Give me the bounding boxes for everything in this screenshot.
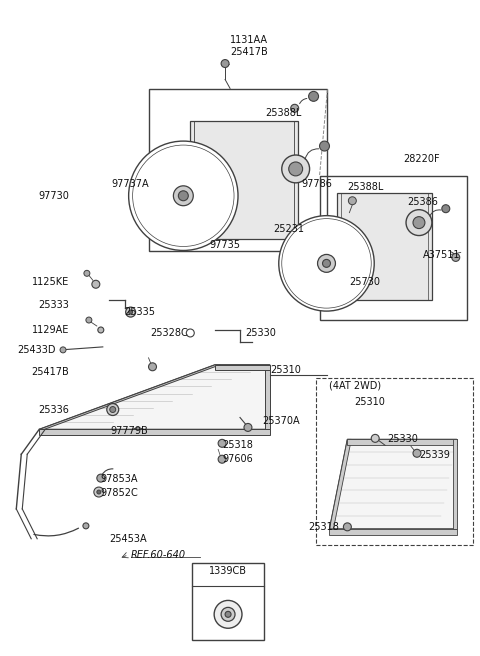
Polygon shape <box>329 440 351 529</box>
Bar <box>320 176 467 320</box>
Circle shape <box>148 363 156 371</box>
Text: 97853A: 97853A <box>101 474 138 484</box>
Circle shape <box>83 523 89 529</box>
Text: 25388L: 25388L <box>265 108 301 118</box>
Circle shape <box>309 91 319 101</box>
Circle shape <box>218 440 226 447</box>
Polygon shape <box>39 365 220 430</box>
Circle shape <box>86 317 92 323</box>
Text: 25330: 25330 <box>387 434 418 444</box>
Circle shape <box>60 347 66 353</box>
Text: REF.60-640: REF.60-640 <box>131 550 186 560</box>
Text: (4AT 2WD): (4AT 2WD) <box>329 380 382 391</box>
Bar <box>337 193 432 300</box>
Text: 97606: 97606 <box>222 454 253 464</box>
Circle shape <box>320 141 329 151</box>
Text: 97737A: 97737A <box>111 179 148 189</box>
Circle shape <box>126 307 136 317</box>
Text: 25231: 25231 <box>274 224 305 234</box>
Text: 1339CB: 1339CB <box>209 565 247 575</box>
Text: 97730: 97730 <box>38 191 69 201</box>
Text: 25388L: 25388L <box>348 182 384 192</box>
Circle shape <box>279 216 374 311</box>
Text: 25433D: 25433D <box>18 345 56 355</box>
Circle shape <box>97 474 105 482</box>
Text: 25336: 25336 <box>38 405 69 415</box>
Polygon shape <box>348 440 457 445</box>
Circle shape <box>107 403 119 415</box>
Circle shape <box>442 205 450 213</box>
Circle shape <box>225 611 231 617</box>
Text: 1129AE: 1129AE <box>32 325 69 335</box>
Circle shape <box>132 145 234 247</box>
Text: 28220F: 28220F <box>403 154 440 164</box>
Text: 25386: 25386 <box>407 197 438 207</box>
Polygon shape <box>39 430 270 436</box>
Text: 25339: 25339 <box>419 450 450 461</box>
Text: 25453A: 25453A <box>109 534 146 544</box>
Bar <box>190 121 298 239</box>
Text: 1125KE: 1125KE <box>32 277 69 287</box>
Circle shape <box>179 191 188 201</box>
Polygon shape <box>329 440 457 529</box>
Text: 25318: 25318 <box>309 522 339 532</box>
Polygon shape <box>215 365 270 370</box>
Circle shape <box>413 216 425 228</box>
Circle shape <box>173 186 193 206</box>
Circle shape <box>282 155 310 183</box>
Circle shape <box>406 210 432 236</box>
Circle shape <box>343 523 351 531</box>
Text: 97852C: 97852C <box>101 488 139 498</box>
Text: A37511: A37511 <box>423 251 461 260</box>
Circle shape <box>129 310 132 314</box>
Circle shape <box>218 455 226 463</box>
Bar <box>192 563 264 640</box>
Circle shape <box>129 141 238 251</box>
Text: 25335: 25335 <box>125 307 156 317</box>
Polygon shape <box>265 365 270 430</box>
Text: 97779B: 97779B <box>111 426 148 436</box>
Circle shape <box>371 434 379 442</box>
Circle shape <box>98 327 104 333</box>
Text: 25417B: 25417B <box>31 367 69 377</box>
Circle shape <box>291 104 299 112</box>
Circle shape <box>452 253 460 261</box>
Circle shape <box>221 607 235 621</box>
Text: 25310: 25310 <box>354 397 384 407</box>
Text: 97786: 97786 <box>301 179 333 189</box>
Circle shape <box>92 280 100 288</box>
Circle shape <box>110 407 116 413</box>
Circle shape <box>318 255 336 272</box>
Polygon shape <box>453 440 457 529</box>
Bar <box>148 89 327 251</box>
Text: 25330: 25330 <box>245 328 276 338</box>
Circle shape <box>94 487 104 497</box>
Circle shape <box>97 490 101 494</box>
Text: 25328C: 25328C <box>151 328 188 338</box>
Text: 25370A: 25370A <box>262 417 300 426</box>
Text: 25318: 25318 <box>222 440 253 450</box>
Text: 25310: 25310 <box>270 365 300 375</box>
Circle shape <box>323 259 330 268</box>
Circle shape <box>214 600 242 628</box>
Text: 1131AA: 1131AA <box>230 35 268 45</box>
Bar <box>315 378 473 544</box>
Text: 25333: 25333 <box>38 300 69 310</box>
Circle shape <box>282 218 371 308</box>
Text: 25730: 25730 <box>349 277 380 287</box>
Text: 97735: 97735 <box>210 241 240 251</box>
Circle shape <box>413 449 421 457</box>
Circle shape <box>221 60 229 68</box>
Circle shape <box>244 423 252 432</box>
Circle shape <box>84 270 90 276</box>
Circle shape <box>288 162 302 176</box>
Polygon shape <box>329 529 457 535</box>
Circle shape <box>348 197 356 205</box>
Text: 25417B: 25417B <box>230 47 268 56</box>
Polygon shape <box>39 365 270 430</box>
